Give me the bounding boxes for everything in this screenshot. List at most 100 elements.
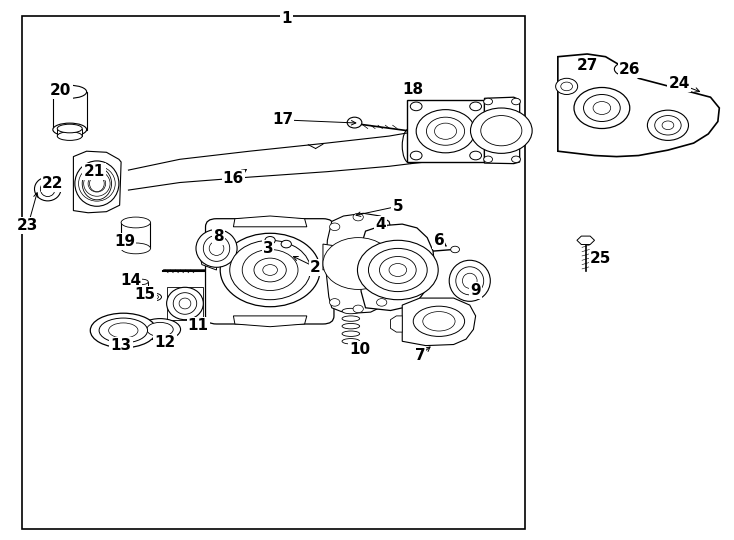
Text: 1: 1 bbox=[281, 11, 291, 26]
Ellipse shape bbox=[462, 273, 477, 288]
Ellipse shape bbox=[109, 323, 138, 338]
Text: 20: 20 bbox=[50, 83, 72, 98]
Ellipse shape bbox=[413, 306, 465, 336]
Circle shape bbox=[647, 110, 688, 140]
Circle shape bbox=[584, 94, 620, 122]
Circle shape bbox=[377, 299, 387, 306]
Polygon shape bbox=[233, 316, 307, 327]
Text: 18: 18 bbox=[402, 82, 423, 97]
Ellipse shape bbox=[135, 279, 148, 285]
Circle shape bbox=[512, 98, 520, 105]
Circle shape bbox=[470, 151, 482, 160]
Text: 25: 25 bbox=[589, 251, 611, 266]
FancyBboxPatch shape bbox=[206, 219, 334, 324]
Text: 17: 17 bbox=[272, 112, 293, 127]
Ellipse shape bbox=[139, 319, 181, 340]
Ellipse shape bbox=[614, 63, 636, 76]
Ellipse shape bbox=[619, 65, 631, 73]
Circle shape bbox=[254, 258, 286, 282]
Circle shape bbox=[353, 213, 363, 221]
Ellipse shape bbox=[121, 217, 150, 228]
Polygon shape bbox=[407, 100, 484, 162]
Polygon shape bbox=[53, 92, 87, 130]
Circle shape bbox=[281, 240, 291, 248]
Circle shape bbox=[484, 156, 493, 163]
Circle shape bbox=[556, 78, 578, 94]
Ellipse shape bbox=[173, 293, 197, 314]
Circle shape bbox=[242, 249, 298, 291]
Circle shape bbox=[451, 246, 459, 253]
Text: 3: 3 bbox=[263, 241, 273, 256]
Ellipse shape bbox=[75, 161, 119, 206]
Polygon shape bbox=[360, 224, 435, 310]
Circle shape bbox=[263, 265, 277, 275]
Circle shape bbox=[330, 299, 340, 306]
Bar bbox=[22, 16, 525, 529]
Text: 5: 5 bbox=[393, 199, 403, 214]
Circle shape bbox=[410, 151, 422, 160]
Text: 14: 14 bbox=[120, 273, 141, 288]
Polygon shape bbox=[580, 63, 595, 70]
Ellipse shape bbox=[99, 318, 148, 343]
Ellipse shape bbox=[423, 312, 455, 331]
Text: 19: 19 bbox=[115, 234, 135, 249]
Circle shape bbox=[220, 233, 320, 307]
Polygon shape bbox=[200, 244, 217, 270]
Circle shape bbox=[347, 117, 362, 128]
Circle shape bbox=[265, 237, 275, 244]
Polygon shape bbox=[167, 287, 203, 320]
Text: 22: 22 bbox=[42, 176, 64, 191]
Text: 8: 8 bbox=[214, 229, 224, 244]
Ellipse shape bbox=[150, 295, 159, 299]
Ellipse shape bbox=[121, 243, 150, 254]
Text: 11: 11 bbox=[188, 318, 208, 333]
Text: 23: 23 bbox=[17, 218, 39, 233]
Ellipse shape bbox=[196, 230, 237, 267]
Circle shape bbox=[379, 256, 416, 284]
Ellipse shape bbox=[147, 322, 173, 336]
Circle shape bbox=[655, 116, 681, 135]
Circle shape bbox=[512, 156, 520, 163]
Circle shape bbox=[574, 87, 630, 129]
Polygon shape bbox=[73, 151, 121, 213]
Polygon shape bbox=[233, 216, 307, 227]
Polygon shape bbox=[402, 298, 476, 346]
Circle shape bbox=[330, 223, 340, 231]
Circle shape bbox=[410, 102, 422, 111]
Ellipse shape bbox=[456, 267, 484, 295]
Circle shape bbox=[470, 102, 482, 111]
Circle shape bbox=[389, 264, 407, 276]
Circle shape bbox=[484, 98, 493, 105]
Ellipse shape bbox=[209, 241, 224, 255]
Text: 24: 24 bbox=[668, 76, 690, 91]
Circle shape bbox=[426, 117, 465, 145]
Ellipse shape bbox=[342, 331, 360, 336]
Ellipse shape bbox=[179, 298, 191, 309]
Ellipse shape bbox=[203, 235, 230, 261]
Circle shape bbox=[368, 248, 427, 292]
Polygon shape bbox=[558, 54, 719, 157]
Text: 9: 9 bbox=[470, 283, 481, 298]
Text: 16: 16 bbox=[223, 171, 244, 186]
Ellipse shape bbox=[57, 124, 82, 133]
Ellipse shape bbox=[135, 288, 148, 293]
Polygon shape bbox=[136, 282, 148, 291]
Polygon shape bbox=[484, 97, 520, 164]
Text: 7: 7 bbox=[415, 348, 425, 363]
Circle shape bbox=[323, 238, 393, 289]
Circle shape bbox=[416, 110, 475, 153]
Circle shape bbox=[230, 240, 310, 300]
Ellipse shape bbox=[449, 260, 490, 301]
Text: 13: 13 bbox=[111, 338, 131, 353]
Bar bbox=[121, 222, 150, 248]
Circle shape bbox=[470, 108, 532, 153]
Ellipse shape bbox=[342, 308, 360, 314]
Circle shape bbox=[662, 121, 674, 130]
Polygon shape bbox=[323, 244, 340, 270]
Ellipse shape bbox=[40, 181, 55, 197]
Polygon shape bbox=[390, 316, 402, 332]
Polygon shape bbox=[326, 213, 393, 313]
Circle shape bbox=[377, 223, 387, 231]
Text: 21: 21 bbox=[84, 164, 104, 179]
Ellipse shape bbox=[342, 339, 360, 344]
